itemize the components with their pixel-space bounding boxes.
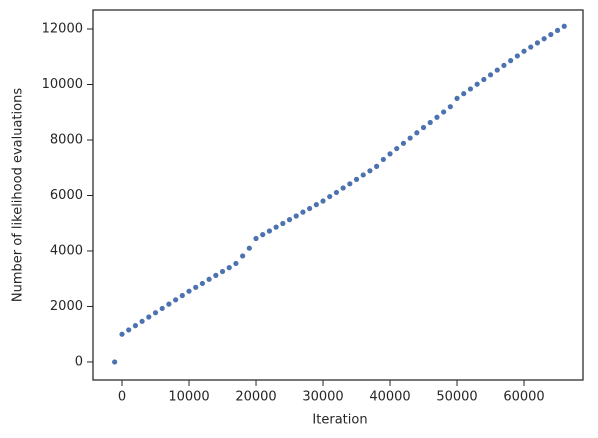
y-tick-label: 12000: [42, 22, 83, 37]
x-tick-label: 60000: [503, 390, 544, 405]
y-tick-label: 2000: [50, 299, 83, 314]
point: [260, 232, 266, 238]
point: [420, 124, 427, 131]
point: [219, 268, 226, 275]
point: [307, 205, 313, 212]
point: [541, 36, 547, 42]
point: [434, 114, 440, 120]
point: [132, 323, 139, 329]
point: [240, 253, 246, 259]
point: [467, 86, 474, 92]
point: [534, 40, 541, 46]
point: [461, 91, 467, 97]
point: [333, 189, 340, 196]
point: [213, 272, 219, 278]
point: [340, 185, 346, 191]
point: [139, 318, 145, 324]
point: [374, 163, 380, 169]
point: [146, 314, 152, 320]
point: [387, 151, 393, 157]
point: [173, 297, 179, 303]
point: [313, 202, 319, 208]
point: [474, 81, 480, 87]
point: [233, 260, 239, 267]
point: [501, 62, 507, 68]
y-tick-label: 8000: [50, 132, 83, 147]
point: [179, 292, 185, 299]
point: [152, 310, 159, 316]
point: [226, 265, 232, 271]
point: [447, 104, 453, 110]
point: [300, 209, 306, 215]
point: [293, 213, 299, 219]
point: [508, 58, 514, 64]
point: [273, 224, 279, 230]
point: [367, 168, 373, 174]
point: [280, 220, 286, 227]
x-tick-label: 0: [118, 390, 126, 405]
point: [360, 172, 366, 178]
point: [414, 130, 420, 136]
point: [394, 145, 400, 152]
x-tick-label: 50000: [436, 390, 477, 405]
point: [561, 23, 567, 29]
x-tick-label: 10000: [168, 390, 209, 405]
point: [112, 359, 118, 365]
point: [159, 305, 165, 312]
point: [126, 327, 132, 333]
plot-frame: [92, 9, 584, 381]
x-tick-label: 40000: [369, 390, 410, 405]
x-tick-label: 20000: [235, 390, 276, 405]
point: [494, 67, 500, 73]
x-axis-label: Iteration: [312, 413, 367, 428]
point: [266, 228, 273, 234]
point: [521, 48, 527, 54]
point: [407, 135, 413, 141]
point: [246, 245, 252, 251]
point: [400, 140, 407, 146]
point: [327, 193, 333, 200]
point: [193, 284, 199, 290]
point: [548, 31, 554, 38]
point: [347, 181, 353, 187]
y-tick-label: 0: [75, 354, 83, 369]
point: [481, 76, 487, 83]
point: [487, 72, 494, 78]
point: [554, 27, 561, 33]
y-axis-label: Number of likelihood evaluations: [11, 88, 26, 302]
point: [427, 119, 433, 126]
point: [253, 235, 259, 242]
y-tick-label: 10000: [42, 77, 83, 92]
point: [320, 198, 326, 204]
point: [353, 176, 360, 182]
point: [186, 288, 192, 294]
point: [514, 53, 520, 59]
point: [166, 301, 172, 307]
x-tick-label: 30000: [302, 390, 343, 405]
point: [199, 280, 206, 287]
point: [206, 276, 212, 282]
point: [286, 217, 293, 223]
point: [380, 156, 386, 163]
y-tick-label: 4000: [50, 243, 83, 258]
point: [454, 95, 460, 101]
point: [119, 331, 125, 337]
point: [528, 44, 534, 50]
y-tick-label: 6000: [50, 188, 83, 203]
point: [441, 109, 447, 115]
